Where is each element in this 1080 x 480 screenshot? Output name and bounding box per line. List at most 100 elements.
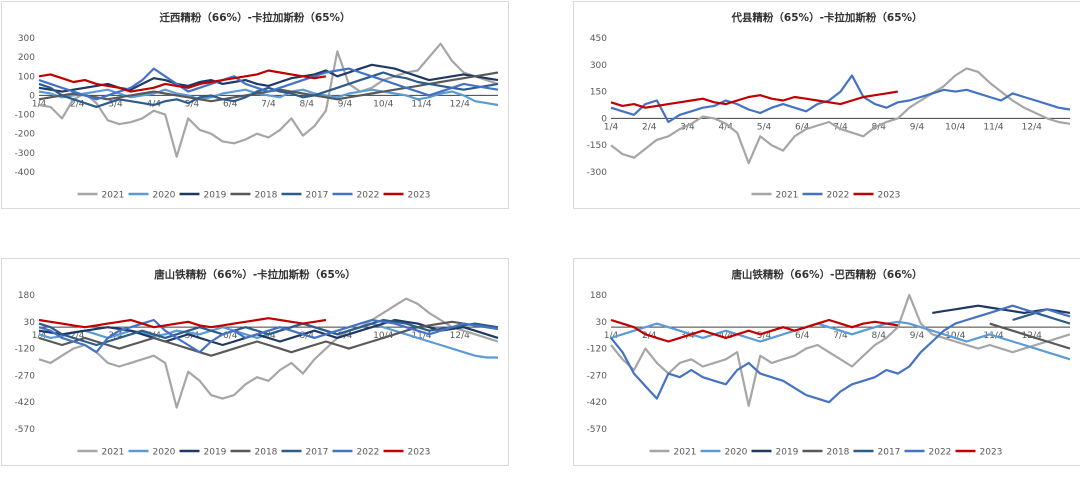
x-tick-label: 12/4: [1022, 122, 1042, 132]
legend-item-2019: 2019: [179, 191, 227, 201]
legend-item-2023: 2023: [955, 448, 1003, 458]
series-line-2021: [38, 42, 499, 158]
y-tick-label: -300: [15, 149, 36, 159]
legend-item-2022: 2022: [332, 191, 379, 201]
chart-panel-qianxi-carajas: 迁西精粉（66%）-卡拉加斯粉（65%） 300 200 100 0 -100 -200 -…: [1, 1, 509, 209]
legend-label: 2023: [980, 448, 1003, 458]
x-tick-label: 9/4: [910, 122, 925, 132]
legend-label: 2020: [153, 448, 176, 458]
series-line-2021: [38, 297, 499, 409]
legend-label: 2017: [306, 191, 329, 201]
x-tick-label: 1/4: [32, 331, 47, 341]
legend-label: 2023: [408, 191, 431, 201]
x-tick-label: 10/4: [945, 331, 965, 341]
x-tick-label: 8/4: [872, 122, 887, 132]
legend-item-2023: 2023: [383, 448, 430, 458]
y-tick-label: 30: [596, 318, 608, 328]
series-line-2018: [989, 322, 1071, 350]
legend-item-2022: 2022: [332, 448, 379, 458]
legend-item-2017: 2017: [281, 448, 329, 458]
y-tick-label: -120: [587, 345, 608, 355]
y-tick-label: 150: [590, 88, 607, 98]
legend-label: 2022: [827, 191, 850, 201]
x-tick-label: 10/4: [373, 99, 393, 109]
legend-item-2020: 2020: [128, 448, 176, 458]
legend-label: 2022: [929, 448, 952, 458]
y-tick-label: 180: [18, 291, 35, 301]
x-tick-label: 4/4: [719, 122, 734, 132]
x-tick-label: 5/4: [185, 99, 200, 109]
legend-item-2021: 2021: [77, 448, 125, 458]
x-tick-label: 8/4: [300, 99, 315, 109]
series-line-2023: [38, 317, 327, 329]
series-line-2022: [610, 304, 1071, 404]
x-tick-label: 11/4: [411, 331, 431, 341]
x-tick-label: 6/4: [795, 331, 810, 341]
y-tick-label: 0: [601, 114, 607, 124]
y-tick-label: 100: [18, 72, 35, 82]
legend-label: 2018: [827, 448, 850, 458]
y-tick-label: -270: [15, 371, 36, 381]
legend-label: 2017: [878, 448, 901, 458]
y-tick-label: -200: [15, 130, 36, 140]
x-tick-label: 6/4: [795, 122, 810, 132]
legend-item-2021: 2021: [77, 191, 124, 201]
y-tick-label: -150: [587, 141, 608, 151]
legend-label: 2023: [878, 191, 901, 201]
legend-item-2018: 2018: [230, 448, 278, 458]
y-tick-label: 180: [590, 291, 607, 301]
x-tick-label: 12/4: [450, 99, 470, 109]
x-tick-label: 9/4: [910, 331, 925, 341]
chart-title: 代县精粉（65%）-卡拉加斯粉（65%）: [731, 12, 923, 24]
legend-label: 2020: [725, 448, 748, 458]
x-tick-label: 7/4: [833, 122, 848, 132]
y-tick-label: -300: [587, 168, 608, 178]
series-line-2022: [610, 74, 1071, 124]
legend-label: 2017: [306, 448, 329, 458]
x-tick-label: 2/4: [642, 122, 657, 132]
series-line-2022: [38, 318, 499, 354]
x-tick-label: 1/4: [604, 331, 619, 341]
series-line-2018: [38, 320, 499, 357]
y-tick-label: -270: [587, 371, 608, 381]
x-tick-label: 5/4: [757, 122, 772, 132]
y-tick-label: 0: [29, 91, 35, 101]
x-tick-label: 11/4: [983, 122, 1003, 132]
x-tick-label: 3/4: [680, 122, 695, 132]
y-tick-label: -570: [15, 425, 36, 435]
legend-label: 2019: [204, 448, 227, 458]
legend-label: 2021: [102, 448, 125, 458]
legend-item-2017: 2017: [281, 191, 329, 201]
legend-label: 2018: [255, 191, 278, 201]
y-tick-label: 300: [18, 34, 35, 44]
series-line-2022: [38, 67, 499, 101]
y-tick-label: 450: [590, 34, 607, 44]
x-tick-label: 10/4: [373, 331, 393, 341]
x-tick-label: 9/4: [338, 99, 353, 109]
x-tick-label: 3/4: [108, 99, 123, 109]
x-tick-label: 2/4: [70, 99, 85, 109]
series-line-2019: [38, 318, 499, 347]
y-tick-label: -570: [587, 425, 608, 435]
series-line-2023: [38, 69, 327, 93]
legend-label: 2021: [776, 191, 799, 201]
legend-label: 2019: [204, 191, 227, 201]
y-tick-label: -400: [15, 168, 36, 178]
legend-item-2020: 2020: [700, 448, 748, 458]
x-tick-label: 1/4: [604, 122, 619, 132]
x-tick-label: 10/4: [945, 122, 965, 132]
y-tick-label: -100: [15, 111, 36, 121]
legend-label: 2021: [674, 448, 697, 458]
x-tick-label: 7/4: [261, 331, 276, 341]
series-line-2023: [610, 318, 899, 343]
y-tick-label: 200: [18, 53, 35, 63]
legend-item-2022: 2022: [904, 448, 952, 458]
x-tick-label: 12/4: [450, 331, 470, 341]
legend-item-2023: 2023: [383, 191, 431, 201]
legend-item-2018: 2018: [230, 191, 278, 201]
x-tick-label: 6/4: [223, 331, 238, 341]
series-line-2017: [38, 71, 499, 108]
x-tick-label: 5/4: [757, 331, 772, 341]
